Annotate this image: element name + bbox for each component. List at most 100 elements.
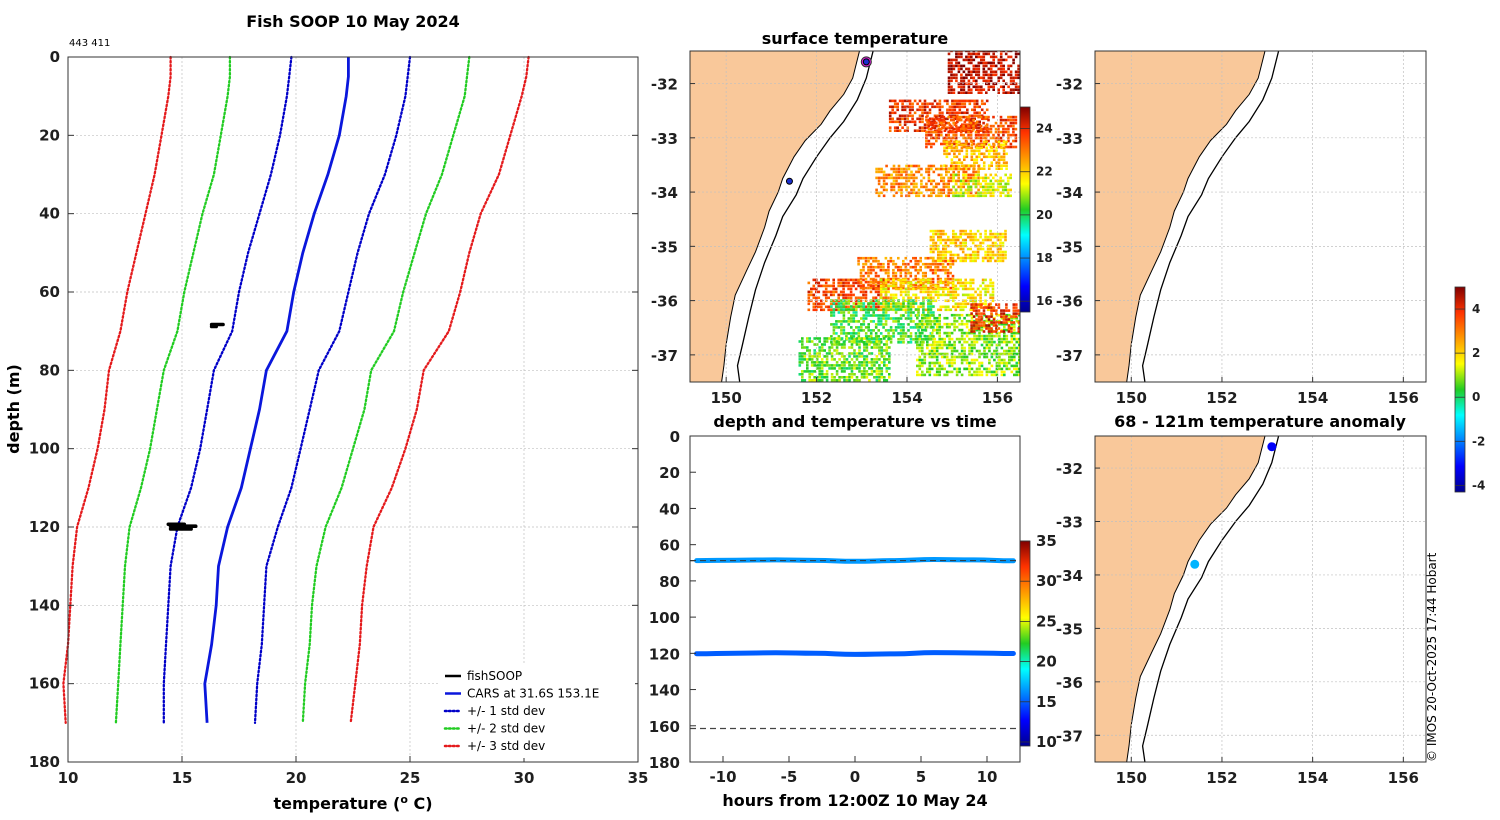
sst-pixel — [963, 358, 966, 362]
sst-pixel — [937, 127, 941, 131]
sst-pixel — [1015, 312, 1018, 315]
sst-pixel — [962, 167, 965, 171]
sst-pixel — [877, 262, 880, 266]
sst-pixel — [912, 278, 915, 282]
tick-label-x: -10 — [709, 768, 736, 786]
sst-pixel — [1009, 70, 1013, 74]
sst-pixel — [897, 305, 900, 308]
sst-pixel — [988, 337, 991, 341]
sst-pixel — [977, 61, 981, 65]
sst-pixel — [992, 188, 995, 192]
sst-pixel — [835, 305, 838, 308]
sst-pixel — [979, 299, 982, 303]
map-tick-label-lat: -37 — [1056, 347, 1083, 365]
sst-pixel — [982, 51, 986, 53]
sst-pixel — [989, 127, 993, 131]
sst-pixel — [987, 188, 990, 192]
sst-pixel — [923, 361, 927, 365]
sst-pixel — [798, 352, 802, 355]
sst-pixel — [894, 311, 898, 314]
sst-pixel — [843, 367, 846, 370]
sst-pixel — [994, 70, 998, 74]
sst-pixel — [928, 108, 932, 112]
sst-pixel — [882, 262, 885, 266]
sst-pixel — [952, 88, 956, 91]
sst-pixel — [1003, 349, 1006, 353]
sst-pixel — [960, 143, 964, 147]
sst-pixel — [925, 130, 928, 134]
sst-pixel — [808, 373, 811, 376]
sst-pixel — [953, 325, 956, 329]
sst-pixel — [1007, 73, 1010, 77]
sst-pixel — [874, 274, 878, 278]
sst-pixel — [996, 188, 1000, 192]
sst-pixel — [969, 281, 972, 285]
sst-pixel — [916, 108, 919, 112]
sst-pixel — [980, 102, 984, 106]
sst-pixel — [884, 284, 888, 288]
sst-pixel — [834, 287, 838, 291]
sst-pixel — [849, 278, 853, 282]
sst-pixel — [978, 331, 981, 335]
sst-pixel — [992, 330, 996, 333]
sst-pixel — [901, 117, 904, 121]
sst-pixel — [960, 164, 964, 167]
sst-pixel — [934, 284, 938, 288]
sst-pixel — [909, 271, 913, 275]
sst-pixel — [869, 305, 873, 309]
sst-pixel — [943, 164, 946, 167]
sst-pixel — [961, 293, 965, 297]
sst-pixel — [923, 358, 927, 362]
sst-pixel — [825, 352, 829, 355]
sst-pixel — [966, 302, 970, 306]
sst-pixel — [974, 182, 978, 186]
sst-pixel — [954, 302, 958, 306]
sst-pixel — [930, 352, 934, 356]
sst-pixel — [945, 173, 948, 177]
sst-pixel — [835, 343, 839, 346]
sst-pixel — [947, 238, 950, 242]
sst-pixel — [859, 290, 863, 294]
sst-pixel — [927, 139, 931, 143]
sst-pixel — [928, 123, 932, 126]
sst-pixel — [992, 318, 996, 321]
sst-pixel — [940, 355, 944, 359]
sst-pixel — [1007, 136, 1010, 140]
sst-pixel — [978, 337, 981, 341]
sst-pixel — [899, 302, 903, 306]
sst-pixel — [887, 176, 891, 180]
sst-pixel — [949, 130, 953, 134]
sst-pixel — [952, 118, 955, 122]
sst-pixel — [887, 287, 890, 291]
sst-pixel — [875, 376, 879, 379]
sst-pixel — [840, 367, 844, 370]
sst-pixel — [915, 194, 918, 198]
sst-pixel — [977, 315, 981, 318]
sst-pixel — [980, 364, 984, 368]
sst-pixel — [838, 337, 841, 340]
sst-pixel — [967, 115, 970, 119]
sst-pixel — [830, 335, 833, 338]
sst-pixel — [952, 235, 955, 239]
sst-pixel — [874, 326, 878, 329]
sst-pixel — [824, 287, 828, 291]
sst-pixel — [912, 305, 915, 309]
sst-pixel — [973, 325, 976, 329]
sst-pixel — [948, 337, 951, 341]
sst-pixel — [999, 247, 1002, 251]
sst-pixel — [938, 114, 942, 118]
map-tick-label-lat: -32 — [1056, 76, 1083, 94]
sst-pixel — [975, 88, 978, 91]
sst-pixel — [859, 296, 863, 300]
sst-pixel — [945, 316, 949, 320]
sst-pixel — [825, 376, 829, 379]
sst-pixel — [899, 308, 903, 311]
sst-pixel — [949, 164, 953, 168]
sst-pixel — [806, 367, 809, 370]
sst-pixel — [910, 173, 913, 177]
sst-pixel — [944, 299, 948, 303]
sst-pixel — [937, 284, 940, 288]
sst-pixel — [859, 268, 863, 272]
sst-pixel — [953, 346, 956, 350]
